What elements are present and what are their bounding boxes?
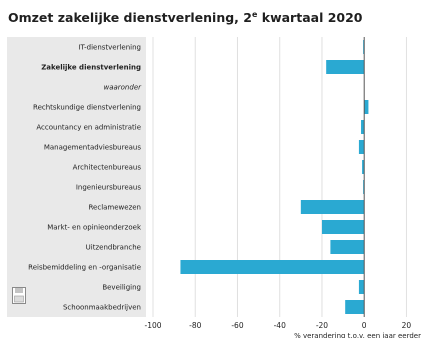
category-label: Architectenbureaus: [73, 164, 142, 172]
category-label: Reclamewezen: [88, 204, 141, 212]
category-label: Uitzendbranche: [86, 244, 141, 252]
x-axis-label: % verandering t.o.v. een jaar eerder: [294, 332, 421, 338]
x-tick-label: 0: [362, 321, 367, 330]
category-label: Schoonmaakbedrijven: [63, 304, 141, 312]
x-tick-label: 20: [402, 321, 412, 330]
bar: [358, 140, 365, 154]
chart-title-rest: kwartaal 2020: [257, 10, 363, 26]
save-icon[interactable]: [12, 287, 26, 304]
category-label: Reisbemiddeling en -organisatie: [28, 264, 141, 272]
bar: [358, 280, 365, 294]
x-tick-label: -40: [274, 321, 286, 330]
bar: [362, 160, 365, 174]
category-label: IT-dienstverlening: [78, 44, 141, 52]
bar: [364, 100, 369, 114]
bar: [330, 240, 365, 254]
category-label: Markt- en opinieonderzoek: [47, 224, 142, 232]
x-tick-label: -80: [189, 321, 201, 330]
bar: [363, 180, 365, 194]
chart-title-superscript: e: [251, 10, 258, 19]
chart-title: Omzet zakelijke dienstverlening, 2e kwar…: [8, 10, 363, 25]
bar: [363, 40, 365, 54]
bar: [321, 220, 365, 234]
category-label: waaronder: [103, 84, 142, 92]
category-label: Zakelijke dienstverlening: [41, 64, 141, 72]
category-label: Ingenieursbureaus: [76, 184, 142, 192]
bar: [345, 300, 365, 314]
category-label: Beveiliging: [102, 284, 141, 292]
category-label-panel: [7, 37, 146, 317]
x-tick-label: -100: [144, 321, 161, 330]
bar: [300, 200, 365, 214]
bar: [180, 260, 365, 274]
x-tick-label: -20: [316, 321, 328, 330]
category-label: Accountancy en administratie: [36, 124, 141, 132]
category-label: Rechtskundige dienstverlening: [33, 104, 141, 112]
bar: [361, 120, 365, 134]
x-tick-label: -60: [231, 321, 243, 330]
category-label: Managementadviesbureaus: [44, 144, 142, 152]
chart-title-main: Omzet zakelijke dienstverlening, 2: [8, 10, 252, 26]
bar: [326, 60, 365, 74]
